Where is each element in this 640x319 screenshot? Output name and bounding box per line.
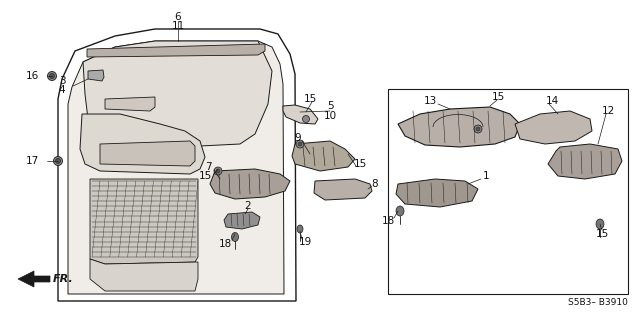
Text: 14: 14 [545, 96, 559, 106]
Ellipse shape [297, 225, 303, 233]
Polygon shape [90, 179, 198, 264]
Polygon shape [87, 44, 265, 57]
Text: 3: 3 [59, 76, 65, 86]
Polygon shape [515, 111, 592, 144]
Text: 13: 13 [424, 96, 436, 106]
Text: 19: 19 [298, 237, 312, 247]
Polygon shape [68, 41, 284, 294]
Text: 15: 15 [595, 229, 609, 239]
Ellipse shape [214, 167, 222, 175]
Text: 2: 2 [244, 201, 252, 211]
Text: 18: 18 [381, 216, 395, 226]
Polygon shape [105, 97, 155, 111]
Polygon shape [80, 114, 205, 174]
Text: 4: 4 [59, 85, 65, 95]
Polygon shape [18, 271, 50, 287]
Ellipse shape [49, 73, 54, 78]
Ellipse shape [296, 140, 304, 148]
Polygon shape [292, 141, 355, 171]
Text: 15: 15 [198, 171, 212, 181]
Text: 17: 17 [26, 156, 38, 166]
Polygon shape [398, 107, 520, 147]
Text: S5B3– B3910: S5B3– B3910 [568, 298, 628, 307]
Text: 5: 5 [326, 101, 333, 111]
Polygon shape [83, 41, 272, 151]
Text: 8: 8 [372, 179, 378, 189]
Text: 15: 15 [492, 92, 504, 102]
Polygon shape [58, 29, 296, 301]
Text: 16: 16 [26, 71, 38, 81]
Ellipse shape [474, 125, 482, 133]
Text: 18: 18 [218, 239, 232, 249]
Ellipse shape [596, 219, 604, 229]
Text: 15: 15 [303, 94, 317, 104]
Ellipse shape [47, 71, 56, 80]
Ellipse shape [216, 169, 220, 173]
Polygon shape [90, 259, 198, 291]
Ellipse shape [232, 233, 239, 241]
Text: 1: 1 [483, 171, 490, 181]
Polygon shape [100, 141, 195, 166]
Ellipse shape [303, 115, 310, 122]
Text: 12: 12 [602, 106, 614, 116]
Polygon shape [210, 169, 290, 199]
Ellipse shape [54, 157, 63, 166]
Ellipse shape [298, 142, 302, 146]
Polygon shape [396, 179, 478, 207]
Text: 9: 9 [294, 133, 301, 143]
Polygon shape [283, 105, 318, 124]
Ellipse shape [56, 159, 61, 164]
Polygon shape [88, 70, 104, 81]
Text: 6: 6 [175, 12, 181, 22]
Polygon shape [548, 144, 622, 179]
Text: 7: 7 [205, 162, 211, 172]
Polygon shape [224, 212, 260, 229]
Text: 15: 15 [353, 159, 367, 169]
Ellipse shape [476, 127, 480, 131]
Text: 11: 11 [172, 21, 184, 31]
Text: 10: 10 [323, 111, 337, 121]
Bar [388, 89, 628, 294]
Polygon shape [314, 179, 372, 200]
Ellipse shape [396, 206, 404, 216]
Text: FR.: FR. [53, 274, 74, 284]
